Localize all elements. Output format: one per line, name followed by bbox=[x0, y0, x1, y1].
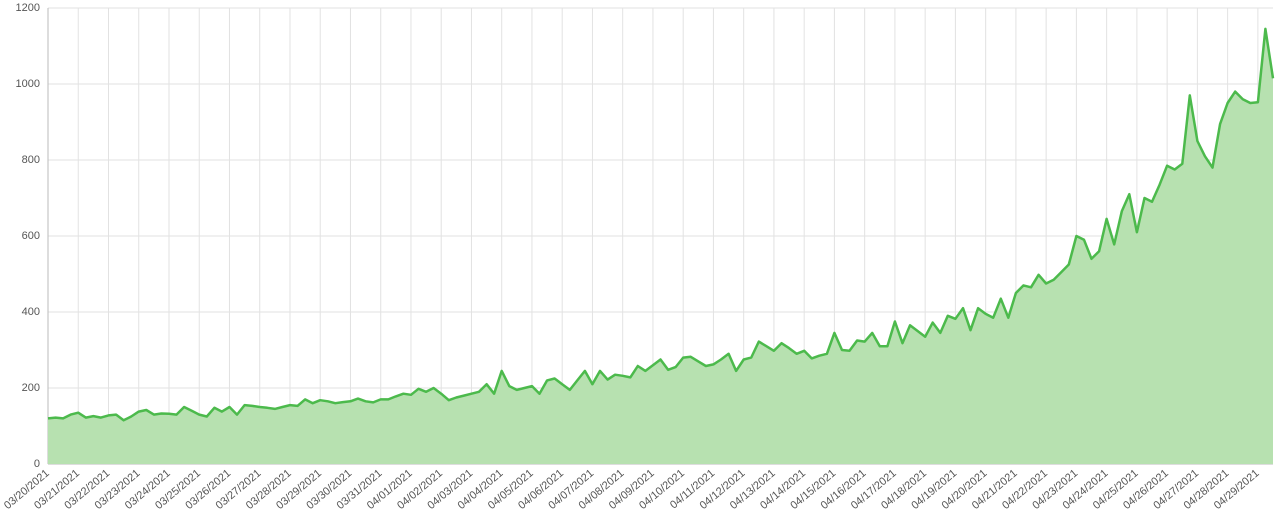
y-tick-label: 200 bbox=[22, 382, 40, 394]
y-tick-label: 600 bbox=[22, 230, 40, 242]
y-tick-label: 0 bbox=[34, 458, 40, 470]
y-tick-label: 1200 bbox=[16, 2, 40, 14]
y-tick-label: 400 bbox=[22, 306, 40, 318]
area bbox=[48, 28, 1273, 465]
line bbox=[47, 27, 1275, 422]
y-tick-label: 1000 bbox=[16, 78, 40, 90]
y-tick-label: 800 bbox=[22, 154, 40, 166]
